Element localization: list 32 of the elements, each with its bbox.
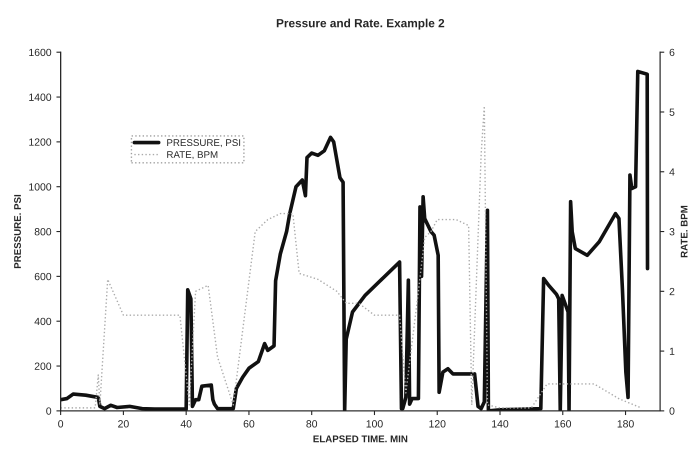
x-tick-label: 40 (180, 420, 192, 428)
x-tick-label: 20 (118, 420, 129, 428)
y2-tick-label: 6 (670, 48, 674, 56)
y2-tick-label: 0 (669, 407, 674, 415)
x-tick-label: 180 (618, 420, 634, 428)
y-tick-label: 0 (46, 407, 52, 415)
y-tick-label: 200 (34, 362, 52, 370)
y-tick-label: 1200 (29, 138, 52, 146)
chart-title: Pressure and Rate. Example 2 (276, 18, 444, 30)
x-tick-label: 160 (554, 420, 572, 428)
y2-tick-label: 4 (669, 168, 675, 176)
y2-tick-label: 3 (669, 228, 674, 236)
y2-tick-label: 1 (670, 348, 674, 355)
x-axis-title: ELAPSED TIME. MIN (313, 435, 408, 442)
x-tick-label: 0 (58, 420, 64, 428)
y-tick-label: 800 (34, 228, 52, 236)
y-tick-label: 1000 (29, 183, 52, 191)
y2-tick-label: 5 (670, 108, 674, 116)
x-tick-label: 80 (306, 420, 318, 428)
y-tick-label: 1600 (29, 48, 52, 56)
y-tick-label: 600 (34, 272, 52, 280)
x-tick-label: 120 (429, 420, 446, 428)
x-tick-label: 60 (244, 420, 254, 428)
y-tick-label: 400 (34, 318, 52, 326)
y-axis-title: PRESSURE. PSI (14, 194, 21, 268)
y-tick-label: 1400 (29, 94, 52, 101)
x-tick-label: 100 (366, 420, 383, 428)
x-tick-label: 140 (492, 420, 508, 428)
legend-label: RATE, BPM (167, 151, 218, 160)
legend-label: PRESSURE, PSI (167, 139, 240, 148)
y2-axis-title: RATE. BPM (680, 206, 688, 258)
y2-tick-label: 2 (670, 288, 674, 296)
